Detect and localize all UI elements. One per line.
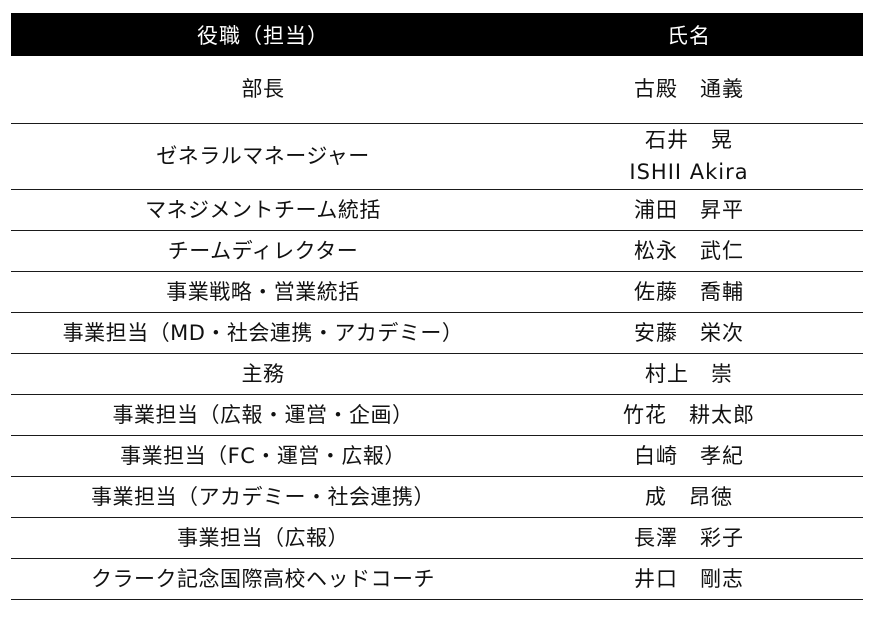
name-cell: 成 昂徳 [515,476,863,518]
name-text: 松永 武仁 [634,238,744,263]
name-cell: 佐藤 喬輔 [515,271,863,313]
name-text: 白崎 孝紀 [634,443,744,468]
table-row: 事業担当（広報） 長澤 彩子 [11,517,863,559]
column-header-role: 役職（担当） [197,23,329,48]
name-text: 竹花 耕太郎 [623,402,755,427]
name-text: 浦田 昇平 [634,197,744,222]
table-row: クラーク記念国際高校ヘッドコーチ 井口 剛志 [11,558,863,600]
role-cell: 主務 [11,353,515,395]
name-text: 佐藤 喬輔 [634,279,744,304]
table-header: 役職（担当） 氏名 [11,13,863,56]
name-text: 井口 剛志 [634,566,744,591]
table-row: 部長 古殿 通義 [11,56,863,124]
name-cell: 村上 崇 [515,353,863,395]
table-row: チームディレクター 松永 武仁 [11,230,863,272]
staff-roster-table: 役職（担当） 氏名 部長 古殿 通義 ゼネラルマネージャー 石井 晃 ISHII… [11,13,863,600]
role-cell: マネジメントチーム統括 [11,189,515,231]
name-cell: 井口 剛志 [515,558,863,600]
name-cell: 白崎 孝紀 [515,435,863,477]
name-text: 石井 晃 [645,128,733,152]
table-row: ゼネラルマネージャー 石井 晃 ISHII Akira [11,123,863,190]
table-row: 事業担当（MD・社会連携・アカデミー） 安藤 栄次 [11,312,863,354]
name-cell: 松永 武仁 [515,230,863,272]
name-cell: 石井 晃 ISHII Akira [515,123,863,190]
name-cell: 竹花 耕太郎 [515,394,863,436]
column-header-name: 氏名 [667,23,711,48]
name-text: 安藤 栄次 [634,320,744,345]
table-row: 主務 村上 崇 [11,353,863,395]
name-cell: 古殿 通義 [515,56,863,124]
name-text: 長澤 彩子 [634,525,744,550]
table-row: 事業担当（FC・運営・広報） 白崎 孝紀 [11,435,863,477]
role-cell: 事業担当（FC・運営・広報） [11,435,515,477]
name-cell: 安藤 栄次 [515,312,863,354]
role-cell: ゼネラルマネージャー [11,123,515,190]
name-text: 古殿 通義 [634,77,744,102]
staff-roster-sheet: 役職（担当） 氏名 部長 古殿 通義 ゼネラルマネージャー 石井 晃 ISHII… [11,13,863,600]
table-row: マネジメントチーム統括 浦田 昇平 [11,189,863,231]
role-cell: チームディレクター [11,230,515,272]
name-cell: 浦田 昇平 [515,189,863,231]
header-row: 役職（担当） 氏名 [11,13,863,56]
role-cell: 事業担当（MD・社会連携・アカデミー） [11,312,515,354]
table-row: 事業担当（広報・運営・企画） 竹花 耕太郎 [11,394,863,436]
role-cell: 事業担当（アカデミー・社会連携） [11,476,515,518]
role-cell: クラーク記念国際高校ヘッドコーチ [11,558,515,600]
name-romanized-text: ISHII Akira [629,160,749,184]
role-cell: 事業戦略・営業統括 [11,271,515,313]
role-cell: 事業担当（広報） [11,517,515,559]
role-cell: 部長 [11,56,515,124]
table-row: 事業戦略・営業統括 佐藤 喬輔 [11,271,863,313]
table-body: 部長 古殿 通義 ゼネラルマネージャー 石井 晃 ISHII Akira マネジ… [11,56,863,600]
role-cell: 事業担当（広報・運営・企画） [11,394,515,436]
name-text: 成 昂徳 [645,484,733,509]
name-cell: 長澤 彩子 [515,517,863,559]
table-row: 事業担当（アカデミー・社会連携） 成 昂徳 [11,476,863,518]
name-text: 村上 崇 [645,361,733,386]
